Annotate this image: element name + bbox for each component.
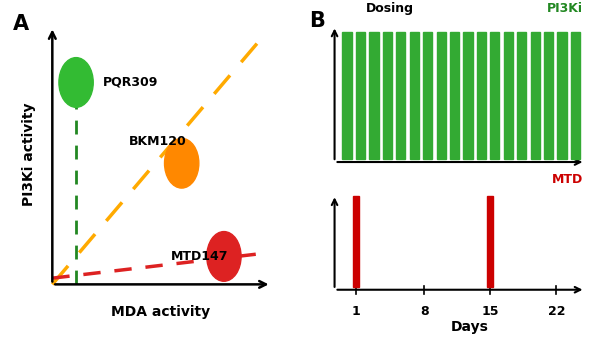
- Bar: [557, 31, 566, 159]
- Bar: [423, 31, 433, 159]
- Bar: [530, 31, 540, 159]
- Bar: [503, 31, 513, 159]
- Bar: [410, 31, 419, 159]
- Bar: [490, 31, 499, 159]
- Text: 22: 22: [548, 305, 565, 318]
- Bar: [544, 31, 553, 159]
- Text: Dosing: Dosing: [366, 2, 414, 15]
- Bar: [437, 31, 446, 159]
- Text: B: B: [309, 11, 325, 31]
- Text: 15: 15: [482, 305, 499, 318]
- Bar: [353, 196, 359, 287]
- Text: BKM120: BKM120: [129, 135, 187, 148]
- Text: 8: 8: [420, 305, 428, 318]
- Text: 1: 1: [352, 305, 360, 318]
- Text: PI3Ki: PI3Ki: [547, 2, 583, 15]
- Bar: [463, 31, 473, 159]
- Text: MDA activity: MDA activity: [111, 305, 210, 318]
- Bar: [487, 196, 493, 287]
- Bar: [571, 31, 580, 159]
- Text: MTD: MTD: [551, 173, 583, 186]
- Ellipse shape: [207, 232, 241, 281]
- Bar: [450, 31, 459, 159]
- Bar: [396, 31, 406, 159]
- Text: PQR309: PQR309: [103, 76, 158, 89]
- Text: MTD147: MTD147: [171, 250, 229, 263]
- Bar: [343, 31, 352, 159]
- Bar: [477, 31, 486, 159]
- Bar: [383, 31, 392, 159]
- Ellipse shape: [59, 58, 93, 107]
- Bar: [356, 31, 365, 159]
- Text: Days: Days: [450, 320, 488, 334]
- Text: PI3Ki activity: PI3Ki activity: [22, 102, 35, 206]
- Text: A: A: [13, 14, 29, 34]
- Ellipse shape: [164, 138, 199, 188]
- Bar: [370, 31, 379, 159]
- Bar: [517, 31, 526, 159]
